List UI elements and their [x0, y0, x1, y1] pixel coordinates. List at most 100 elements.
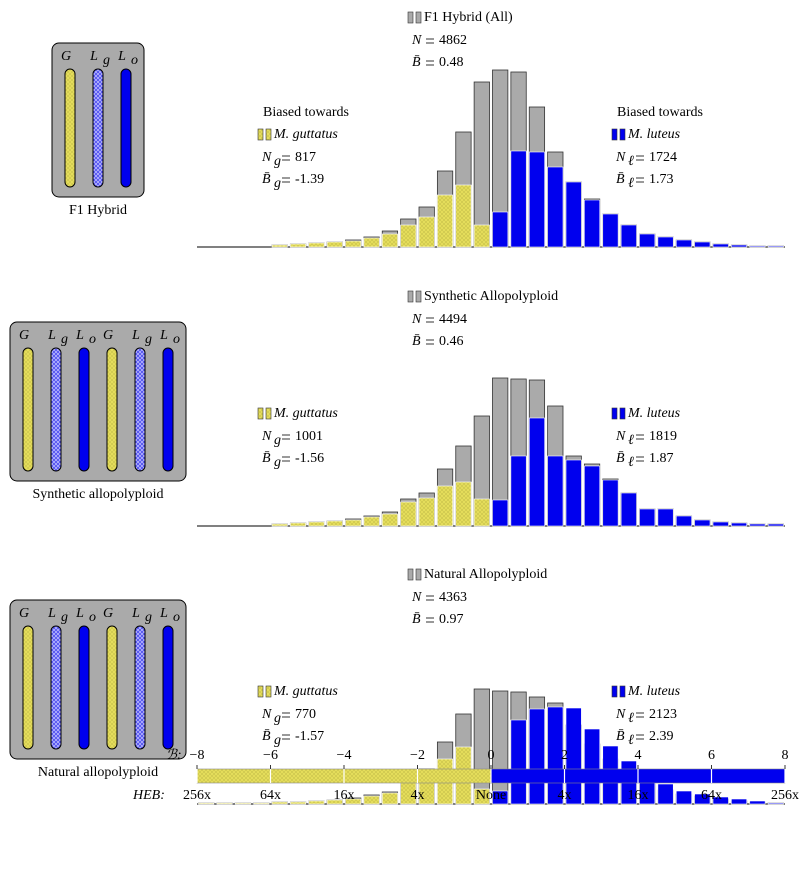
stat-value: 4494: [439, 312, 467, 327]
chromosome: [23, 626, 33, 749]
bar: [566, 460, 581, 526]
bar: [566, 182, 581, 247]
bar: [309, 801, 324, 804]
x-tick-label: −8: [190, 748, 205, 763]
bar: [676, 240, 691, 247]
bar: [364, 238, 379, 247]
legend-icon: [266, 686, 271, 697]
bar: [731, 799, 746, 804]
bar: [309, 243, 324, 247]
bar: [731, 523, 746, 526]
chromosome-subscript: g: [61, 332, 68, 347]
chromosome-symbol: L: [159, 328, 168, 343]
stat-subscript: ℓ: [628, 455, 634, 470]
bar: [768, 246, 783, 247]
legend-label: M. guttatus: [273, 684, 338, 699]
bar: [474, 689, 489, 804]
legend-label: M. luteus: [627, 406, 681, 421]
stat-symbol: N: [261, 150, 272, 165]
stat-symbol: B̄: [412, 612, 421, 627]
bar: [713, 522, 728, 526]
bar: [382, 234, 397, 247]
bar: [658, 784, 673, 804]
bar: [695, 520, 710, 526]
x-tick-label: 4: [635, 748, 642, 763]
bar: [290, 523, 305, 526]
stat-value: -1.56: [295, 451, 324, 466]
chromosome: [65, 69, 75, 187]
stat-value: 1819: [649, 429, 677, 444]
stat-symbol: B̄: [616, 451, 625, 466]
bar: [401, 502, 416, 526]
legend-label: F1 Hybrid (All): [424, 10, 513, 25]
bar: [474, 499, 489, 526]
chromosome-subscript: o: [173, 332, 180, 347]
stat-symbol: N: [615, 707, 626, 722]
x-tick-label: 0: [488, 748, 495, 763]
stat-symbol: B̄: [262, 451, 271, 466]
chromosome-subscript: g: [145, 610, 152, 625]
bar: [474, 225, 489, 247]
stat-value: 817: [295, 150, 316, 165]
chromosome: [163, 348, 173, 471]
genome-caption: Synthetic allopolyploid: [32, 487, 163, 502]
chromosome-subscript: g: [61, 610, 68, 625]
legend-icon: [416, 291, 421, 302]
heb-tick-label: 4x: [411, 788, 425, 803]
stat-value: 1.73: [649, 172, 674, 187]
legend-icon: [612, 129, 617, 140]
bar: [456, 482, 471, 526]
heb-tick-label: 64x: [701, 788, 722, 803]
bar: [309, 522, 324, 526]
page: {"chart_data": [ {"type": "histogram", "…: [0, 0, 804, 886]
heb-tick-label: None: [476, 788, 506, 803]
legend-icon: [258, 686, 263, 697]
heb-tick-label: 4x: [558, 788, 572, 803]
stat-value: 1724: [649, 150, 677, 165]
stat-symbol: N: [261, 429, 272, 444]
chromosome-symbol: L: [131, 328, 140, 343]
chromosome-subscript: o: [173, 610, 180, 625]
stat-subscript: ℓ: [628, 176, 634, 191]
x-tick-label: −4: [337, 748, 352, 763]
heb-tick-label: 16x: [628, 788, 649, 803]
bar: [474, 82, 489, 247]
bar: [346, 241, 361, 247]
legend-icon: [620, 129, 625, 140]
chromosome-symbol: L: [131, 606, 140, 621]
legend-label: Natural Allopolyploid: [424, 567, 547, 582]
axis-label: ℬ:: [166, 748, 182, 763]
legend-icon: [416, 12, 421, 23]
legend-icon: [620, 686, 625, 697]
chromosome: [51, 348, 61, 471]
stat-symbol: N: [411, 590, 422, 605]
bar: [290, 244, 305, 247]
bar: [750, 524, 765, 526]
bar: [584, 200, 599, 247]
stat-value: 1001: [295, 429, 323, 444]
x-tick-label: −2: [410, 748, 425, 763]
bar: [548, 456, 563, 526]
x-tick-label: 6: [708, 748, 715, 763]
bar: [584, 729, 599, 804]
stat-subscript: ℓ: [628, 733, 634, 748]
chromosome: [51, 626, 61, 749]
x-tick-label: −6: [263, 748, 278, 763]
bar: [621, 225, 636, 247]
genome-box: [10, 322, 186, 481]
legend-icon: [416, 569, 421, 580]
stat-symbol: N: [615, 150, 626, 165]
figure: GLgLoF1 HybridF1 Hybrid (All)N4862B̄0.48…: [0, 0, 804, 886]
bar: [419, 217, 434, 247]
bar: [676, 516, 691, 526]
legend-icon: [266, 408, 271, 419]
chromosome: [163, 626, 173, 749]
stat-symbol: N: [411, 33, 422, 48]
stat-subscript: g: [274, 455, 281, 470]
bar: [640, 509, 655, 526]
legend-label: M. guttatus: [273, 406, 338, 421]
stat-subscript: g: [274, 176, 281, 191]
bar: [346, 520, 361, 526]
stat-value: 0.46: [439, 334, 464, 349]
stat-subscript: ℓ: [628, 711, 634, 726]
